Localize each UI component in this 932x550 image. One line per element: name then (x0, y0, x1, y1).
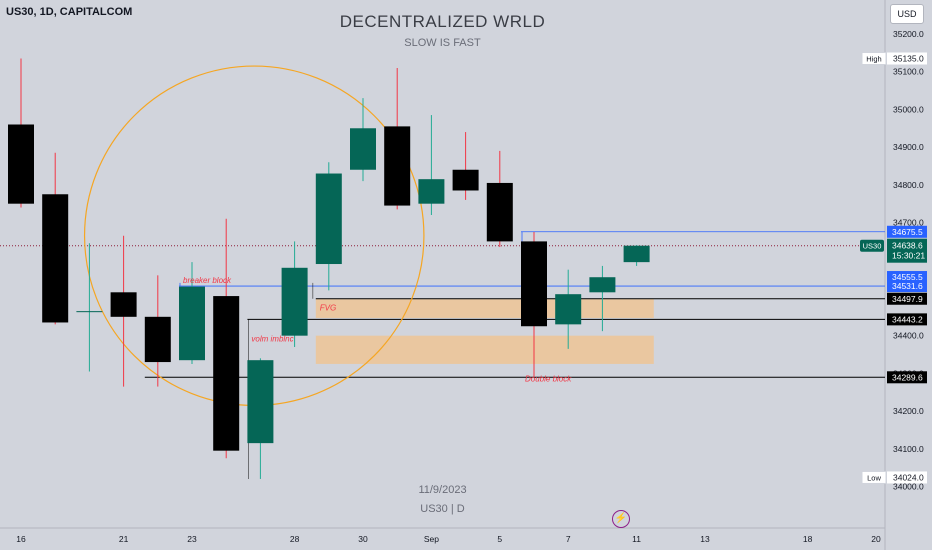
supply-demand-zone (315, 335, 654, 364)
axis-tag-bg (887, 280, 927, 293)
annotation-label: Double block (525, 375, 572, 384)
candle-body (8, 124, 34, 204)
watermark-symbol: US30 | D (420, 503, 465, 515)
annotation-label: FVG (320, 303, 336, 312)
axis-tag-label-bg (861, 470, 887, 484)
axis-tag-bg (887, 292, 927, 305)
x-tick-label: 11 (632, 534, 641, 544)
candle-body (623, 245, 650, 263)
lightning-bolt-icon[interactable]: ⚡ (612, 510, 630, 528)
axis-tag-bg (887, 52, 927, 65)
candle-body (247, 360, 274, 444)
y-tick-label: 35100.0 (893, 67, 924, 77)
candle-body (452, 169, 479, 191)
plot-area (0, 0, 885, 528)
candle-body (589, 277, 616, 293)
axis-tag-value: 34497.9 (892, 294, 923, 304)
x-tick-label: 30 (358, 534, 368, 544)
axis-tag-bg (887, 313, 927, 326)
axis-tag-bg (887, 471, 927, 484)
currency-button[interactable]: USD (890, 4, 924, 24)
candle-body (555, 294, 582, 325)
axis-tag-bg (887, 238, 927, 263)
axis-tag-value: 34289.6 (892, 372, 923, 382)
axis-tag-value: 34555.5 (892, 272, 923, 282)
candle-body (179, 286, 205, 361)
axis-tag-bg (887, 271, 927, 284)
x-tick-label: 28 (290, 534, 300, 544)
axis-tag-label-bg (860, 239, 884, 252)
axis-tag-value: 34443.2 (892, 314, 923, 324)
axis-tag-bg (887, 371, 927, 384)
candle-body (521, 241, 547, 327)
y-tick-label: 34400.0 (893, 331, 924, 341)
x-tick-label: 5 (497, 534, 502, 544)
x-tick-label: 23 (187, 534, 197, 544)
chart-subtitle: SLOW IS FAST (404, 37, 481, 49)
time-axis-pane (0, 528, 885, 550)
candle-body (213, 296, 240, 451)
y-tick-label: 35200.0 (893, 29, 924, 39)
axis-tag-label: Low (867, 473, 881, 482)
y-tick-label: 34200.0 (893, 406, 924, 416)
x-tick-label: Sep (424, 534, 439, 544)
chart-title: DECENTRALIZED WRLD (339, 12, 546, 31)
candle-body (144, 316, 171, 363)
candle-body (315, 173, 342, 265)
annotation-label: volm imblnc (251, 334, 293, 343)
candle-body (281, 267, 308, 336)
axis-tag-label: High (866, 55, 881, 64)
axis-tag-value: 35135.0 (893, 54, 924, 64)
axis-tag-label-bg (861, 52, 887, 66)
x-tick-label: 21 (119, 534, 129, 544)
y-tick-label: 34000.0 (893, 482, 924, 492)
candle-body (76, 311, 103, 313)
axis-tag-value: 34024.0 (893, 472, 924, 482)
candle-body (42, 194, 69, 323)
candle-body (486, 182, 513, 242)
y-tick-label: 34100.0 (893, 444, 924, 454)
annotation-label: breaker block (183, 276, 232, 285)
axis-tag-bg (887, 225, 927, 238)
y-tick-label: 34800.0 (893, 180, 924, 190)
axis-tag-value: 34675.5 (892, 227, 923, 237)
supply-demand-zone (315, 299, 654, 318)
candle-body (418, 179, 445, 204)
candle-body (384, 126, 411, 206)
axis-tag-value: 34531.6 (892, 281, 923, 291)
watermark-date: 11/9/2023 (418, 484, 467, 496)
candle-body (350, 128, 376, 170)
x-tick-label: 13 (700, 534, 710, 544)
axis-tag-label: US30 (863, 242, 882, 251)
x-tick-label: 18 (803, 534, 813, 544)
y-tick-label: 34900.0 (893, 142, 924, 152)
y-tick-label: 34700.0 (893, 218, 924, 228)
candle-body (110, 292, 137, 317)
x-tick-label: 7 (566, 534, 571, 544)
axis-tag-countdown: 15:30:21 (892, 251, 925, 261)
symbol-title[interactable]: US30, 1D, CAPITALCOM (6, 6, 133, 18)
x-tick-label: 16 (16, 534, 26, 544)
axis-tag-value: 34638.6 (892, 241, 923, 251)
x-tick-label: 20 (871, 534, 881, 544)
y-tick-label: 35000.0 (893, 104, 924, 114)
